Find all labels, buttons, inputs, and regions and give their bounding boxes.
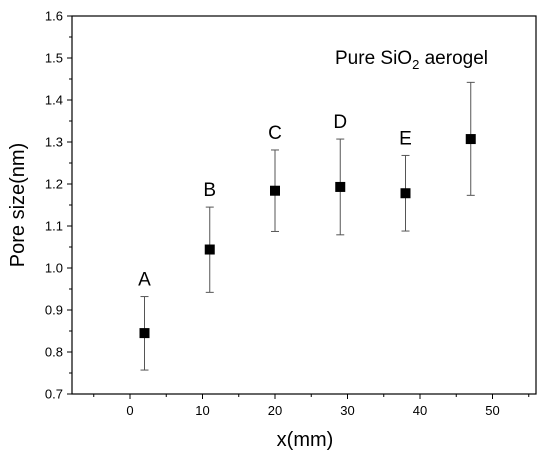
y-tick-label: 0.7 [45, 387, 63, 402]
x-tick-label: 30 [340, 403, 354, 418]
annotation-main-text: Pure SiO [335, 48, 412, 69]
y-tick-label: 1.0 [45, 261, 63, 276]
data-point-6 [465, 134, 476, 145]
x-tick-label: 20 [268, 403, 282, 418]
y-tick-label: 1.2 [45, 177, 63, 192]
point-label-b: B [203, 180, 216, 201]
x-tick-label: 10 [195, 403, 209, 418]
data-point-2 [204, 244, 215, 255]
x-tick-label: 50 [485, 403, 499, 418]
data-point-4 [335, 181, 346, 192]
point-label-e: E [399, 128, 412, 149]
y-tick-label: 1.4 [45, 93, 63, 108]
y-axis-ticks: 0.7 0.8 0.9 1.0 1.1 1.2 1.3 1.4 1.5 1.6 [45, 9, 72, 402]
y-tick-label: 0.8 [45, 345, 63, 360]
data-markers [139, 134, 476, 339]
point-labels: A B C D E [138, 112, 412, 291]
y-axis-title: Pore size(nm) [7, 143, 29, 267]
point-label-d: D [333, 112, 347, 133]
data-point-1 [139, 328, 150, 339]
error-bars [140, 81, 475, 371]
x-axis-title: x(mm) [277, 429, 334, 451]
point-label-c: C [268, 123, 282, 144]
annotation-pure-sio2-aerogel: Pure SiO2 aerogel [335, 48, 488, 72]
y-tick-label: 0.9 [45, 303, 63, 318]
x-tick-label: 40 [413, 403, 427, 418]
x-tick-label: 0 [126, 403, 133, 418]
y-tick-label: 1.3 [45, 135, 63, 150]
data-point-3 [270, 185, 280, 196]
y-tick-label: 1.1 [45, 219, 63, 234]
x-axis-ticks: 0 10 20 30 40 50 [93, 394, 530, 418]
annotation-trailing-text: aerogel [419, 48, 488, 69]
point-label-a: A [138, 270, 151, 291]
y-tick-label: 1.6 [45, 9, 63, 24]
data-point-5 [400, 188, 411, 199]
annotation-subscript: 2 [412, 57, 419, 72]
y-tick-label: 1.5 [45, 51, 63, 66]
